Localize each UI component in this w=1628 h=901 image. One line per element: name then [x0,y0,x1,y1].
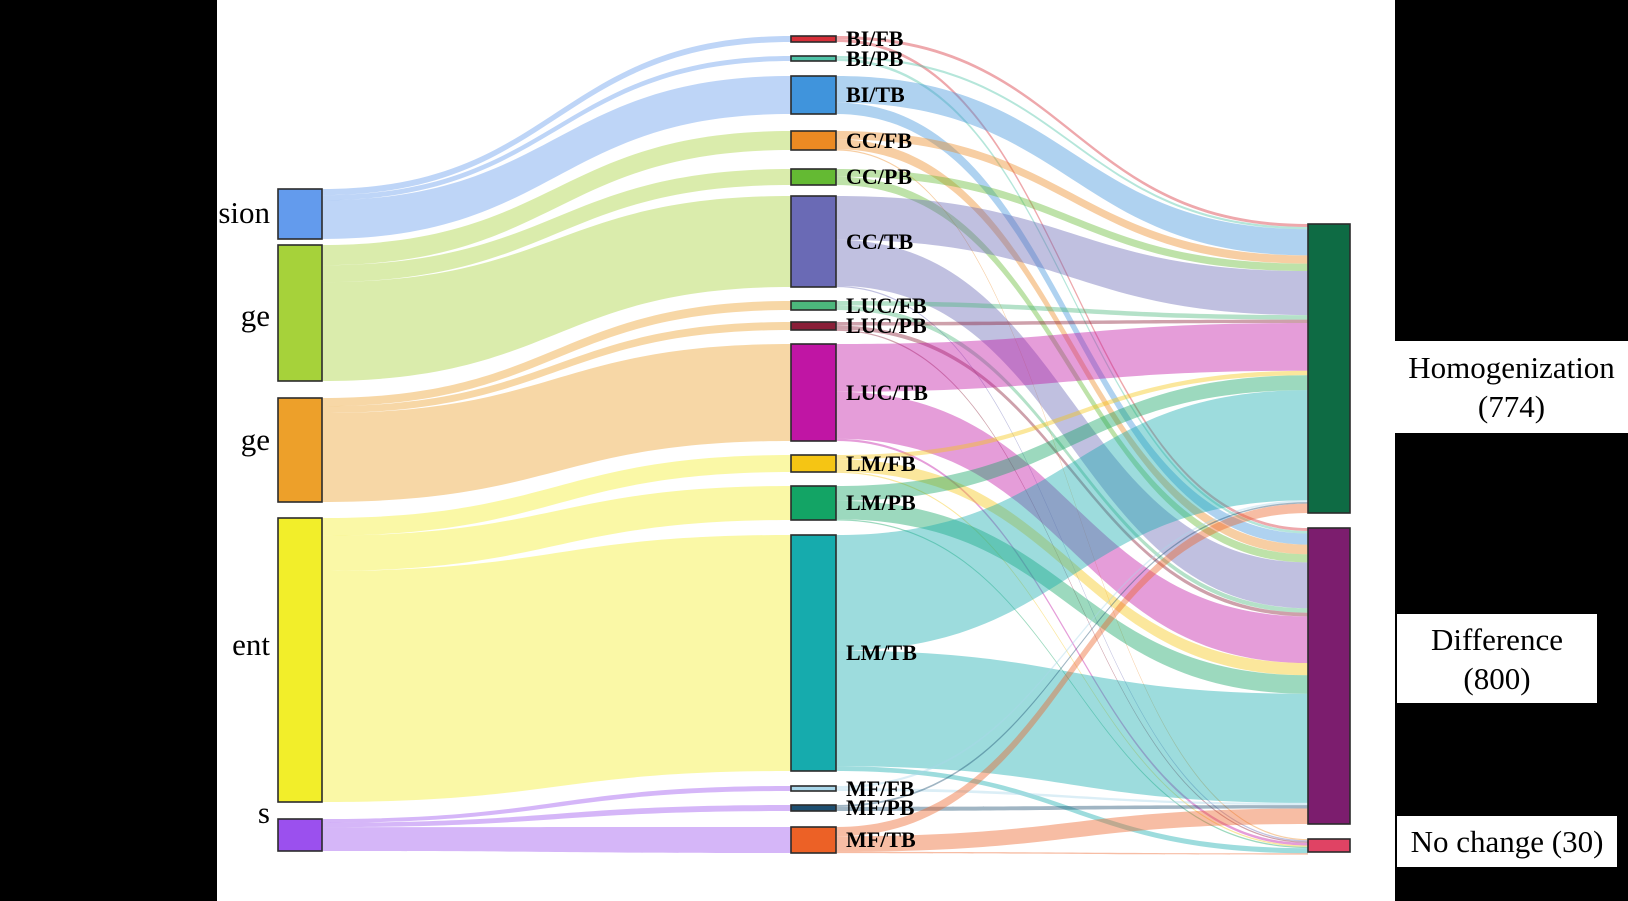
flow-BI-PB-H [836,56,1308,230]
flow-BI-PB-D [836,58,1308,534]
node-BI-FB [790,35,837,43]
node-LM-PB [790,485,837,521]
flow-LUC-LUC-PB [322,322,791,414]
flow-BI-BI-TB [322,76,791,239]
flow-LUC-PB-N [836,329,1308,843]
node-LUC-TB [790,343,837,442]
flow-MF-PB-H [836,502,1308,807]
node-BI-TB [790,75,837,115]
node-BI [277,188,323,240]
left-black-mask [0,0,217,901]
flow-LM-FB-D [836,459,1308,676]
flow-LM-PB-N [836,519,1308,849]
node-LUC [277,397,323,503]
node-MF-FB [790,785,837,792]
flow-CC-TB-N [836,285,1308,842]
flow-CC-TB-D [836,239,1308,609]
flow-LUC-LUC-FB [322,301,791,407]
flow-MF-PB-D [836,805,1308,811]
flow-LUC-PB-H [836,319,1308,326]
flow-BI-FB-H [836,36,1308,227]
flow-BI-TB-H [836,76,1308,256]
flow-LUC-PB-D [836,325,1308,617]
flow-MF-FB-D [836,788,1308,806]
node-D [1307,527,1351,825]
flow-CC-CC-FB [322,131,791,266]
flow-CC-CC-TB [322,196,791,381]
flow-MF-TB-H [836,503,1308,837]
flow-LM-FB-N [836,471,1308,847]
flow-BI-BI-PB [322,56,791,201]
flow-MF-FB-H [836,500,1308,789]
right-black-mask [1395,0,1628,901]
flow-MF-MF-TB [322,827,791,853]
node-N [1307,838,1351,853]
flow-CC-CC-PB [322,169,791,283]
flow-LUC-TB-D [836,391,1308,664]
flow-LM-PB-D [836,500,1308,694]
flow-MF-MF-FB [322,786,791,823]
flow-LM-FB-H [836,370,1308,460]
flow-LM-LM-PB [322,486,791,571]
flow-LM-TB-N [836,766,1308,854]
flow-LUC-TB-N [836,438,1308,846]
node-MF-TB [790,826,837,854]
flow-MF-TB-D [836,808,1308,852]
flow-LM-TB-D [836,650,1308,803]
node-LM [277,517,323,803]
flow-CC-TB-H [836,196,1308,316]
flow-CC-FB-N [836,149,1308,841]
node-LUC-FB [790,300,837,311]
node-H [1307,223,1351,514]
node-MF [277,818,323,852]
node-CC-TB [790,195,837,288]
flow-LUC-FB-D [836,305,1308,613]
flow-LM-PB-H [836,375,1308,501]
node-CC-FB [790,130,837,151]
flow-CC-FB-D [836,139,1308,555]
node-MF-PB [790,804,837,812]
flow-LM-LM-TB [322,535,791,802]
flow-CC-PB-D [836,176,1308,563]
flow-BI-BI-FB [322,36,791,196]
flow-BI-TB-D [836,102,1308,545]
flow-BI-FB-D [836,39,1308,531]
flow-LM-LM-FB [322,455,791,536]
flow-CC-PB-H [836,169,1308,272]
node-LM-FB [790,454,837,473]
flow-LM-TB-H [836,390,1308,651]
node-LM-TB [790,534,837,772]
flow-LUC-FB-H [836,301,1308,320]
flow-LUC-LUC-TB [322,344,791,502]
flow-MF-TB-N [836,851,1308,855]
flow-LUC-TB-H [836,322,1308,392]
flow-MF-MF-PB [322,805,791,828]
node-CC-PB [790,168,837,186]
node-LUC-PB [790,321,837,331]
node-BI-PB [790,55,837,62]
flow-CC-FB-H [836,131,1308,264]
node-CC [277,244,323,382]
